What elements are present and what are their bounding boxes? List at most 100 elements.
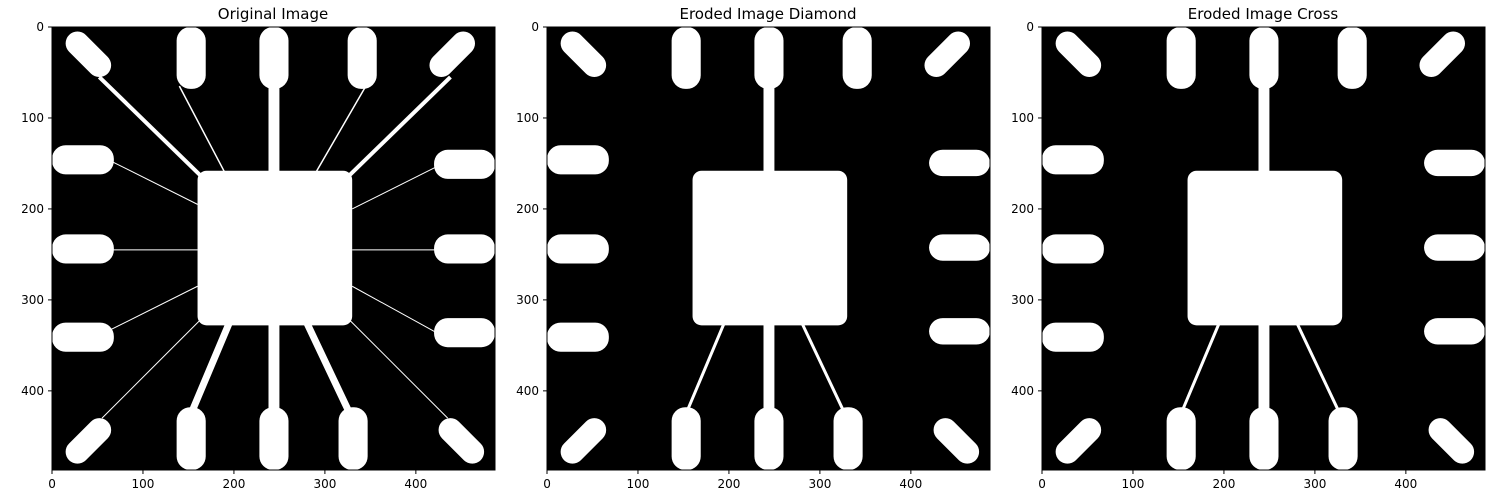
pad [929, 318, 990, 345]
image-shapes [52, 27, 495, 470]
x-tick-label: 100 [1122, 477, 1145, 491]
y-tick-label: 200 [516, 202, 539, 216]
bottom-trace [686, 321, 726, 411]
pad [52, 145, 114, 175]
panel-eroded-diamond: Eroded Image Diamond 0 100 200 300 400 0 100 2… [516, 5, 991, 491]
die [1187, 170, 1343, 326]
pad [347, 27, 377, 89]
pad [434, 149, 495, 179]
x-tick-label: 400 [1394, 477, 1417, 491]
image-shapes [1042, 27, 1485, 470]
die [692, 170, 848, 326]
axes-frame [51, 26, 496, 471]
y-tick-label: 400 [1011, 384, 1034, 398]
pad [1166, 407, 1196, 470]
bottom-trace [1181, 321, 1221, 411]
center-trace-top [1258, 81, 1270, 173]
trace [315, 85, 367, 173]
y-axis-ticks: 0 100 200 300 400 [516, 20, 547, 398]
pad [929, 149, 990, 177]
panel-title-eroded-diamond: Eroded Image Diamond [679, 5, 856, 23]
center-trace-bottom [1258, 322, 1270, 414]
corner-lead [65, 418, 112, 464]
pad [754, 27, 784, 89]
corner-lead [933, 418, 980, 464]
pad [434, 234, 495, 264]
pad [842, 27, 872, 89]
trace [101, 317, 203, 419]
panel-original: Original Image 0 100 200 300 400 0 100 200 300 4… [21, 5, 496, 491]
trace [346, 75, 452, 179]
die [197, 170, 353, 326]
pad [1042, 145, 1104, 175]
pad [259, 27, 289, 89]
y-tick-label: 0 [1026, 20, 1034, 34]
x-tick-label: 200 [222, 477, 245, 491]
corner-lead [560, 418, 607, 464]
x-axis-ticks: 0 100 200 300 400 [543, 470, 922, 491]
trace [106, 158, 198, 205]
y-tick-label: 300 [1011, 293, 1034, 307]
pad [176, 407, 206, 470]
corner-lead [438, 418, 485, 464]
pad [52, 322, 114, 352]
y-axis-ticks: 0 100 200 300 400 [21, 20, 52, 398]
x-axis-ticks: 0 100 200 300 400 [1038, 470, 1417, 491]
pad [1424, 149, 1485, 177]
pad [1424, 234, 1485, 261]
x-tick-label: 0 [543, 477, 551, 491]
bottom-trace [1295, 321, 1340, 411]
axes-frame [546, 26, 991, 471]
pad [1249, 27, 1279, 89]
x-tick-label: 200 [1212, 477, 1235, 491]
x-tick-label: 100 [132, 477, 155, 491]
x-tick-label: 300 [313, 477, 336, 491]
x-tick-label: 400 [404, 477, 427, 491]
pad [671, 27, 701, 89]
y-tick-label: 400 [516, 384, 539, 398]
x-axis-ticks: 0 100 200 300 400 [48, 470, 427, 491]
pad [1328, 407, 1358, 470]
trace [106, 285, 198, 333]
x-tick-label: 300 [1303, 477, 1326, 491]
pad [1424, 318, 1485, 345]
pad [671, 407, 701, 470]
y-tick-label: 400 [21, 384, 44, 398]
corner-lead [429, 31, 476, 78]
bottom-trace [189, 319, 233, 413]
pad [833, 407, 863, 470]
pad [1166, 27, 1196, 89]
y-tick-label: 200 [1011, 202, 1034, 216]
y-tick-label: 100 [516, 111, 539, 125]
trace [351, 285, 444, 337]
pad [434, 318, 495, 348]
pad [338, 407, 368, 470]
corner-lead [1428, 418, 1475, 464]
pad [1249, 407, 1279, 470]
y-tick-label: 0 [36, 20, 44, 34]
pad [1337, 27, 1367, 89]
pad [929, 234, 990, 261]
y-tick-label: 0 [531, 20, 539, 34]
y-tick-label: 300 [21, 293, 44, 307]
y-axis-ticks: 0 100 200 300 400 [1011, 20, 1042, 398]
trace [97, 75, 204, 179]
pad [176, 27, 206, 89]
x-tick-label: 300 [808, 477, 831, 491]
corner-lead [1055, 418, 1102, 464]
corner-lead [1419, 31, 1466, 78]
panel-eroded-cross: Eroded Image Cross 0 100 200 300 400 0 100 200… [1011, 5, 1486, 491]
pad [1042, 322, 1104, 352]
x-tick-label: 200 [717, 477, 740, 491]
bottom-trace [303, 319, 352, 413]
center-trace-bottom [763, 322, 775, 414]
x-tick-label: 0 [48, 477, 56, 491]
panel-title-eroded-cross: Eroded Image Cross [1188, 5, 1339, 23]
center-trace-top [268, 81, 280, 173]
image-shapes [547, 27, 990, 470]
image-area-eroded-diamond [546, 26, 991, 471]
y-tick-label: 300 [516, 293, 539, 307]
center-trace-top [763, 81, 775, 173]
pad [259, 407, 289, 470]
